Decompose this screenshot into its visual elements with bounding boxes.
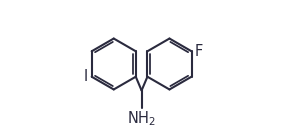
Text: I: I [84,69,88,84]
Text: NH$_2$: NH$_2$ [127,109,156,128]
Text: F: F [194,44,202,59]
